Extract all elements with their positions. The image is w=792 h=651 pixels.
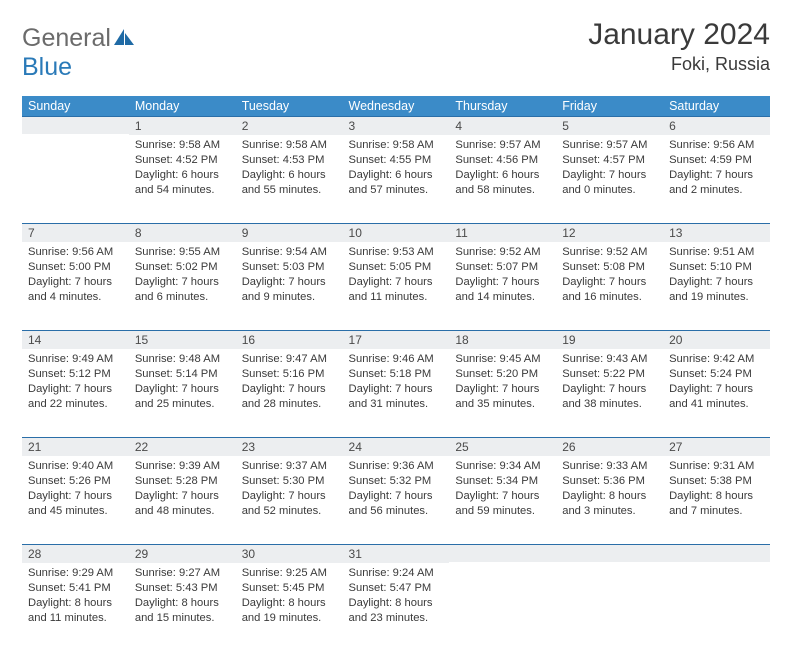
day-cell: Sunrise: 9:58 AMSunset: 4:52 PMDaylight:…	[129, 135, 236, 204]
day-cell: Sunrise: 9:53 AMSunset: 5:05 PMDaylight:…	[343, 242, 450, 311]
day-number: 16	[236, 330, 343, 349]
day-number: 21	[22, 437, 129, 456]
week-number-row: 78910111213	[22, 223, 770, 242]
day-cell: Sunrise: 9:56 AMSunset: 5:00 PMDaylight:…	[22, 242, 129, 311]
day-number: 26	[556, 437, 663, 456]
day-cell: Sunrise: 9:58 AMSunset: 4:53 PMDaylight:…	[236, 135, 343, 204]
empty-day-number	[556, 544, 663, 562]
day-cell: Sunrise: 9:49 AMSunset: 5:12 PMDaylight:…	[22, 349, 129, 418]
day-cell: Sunrise: 9:58 AMSunset: 4:55 PMDaylight:…	[343, 135, 450, 204]
day-header: Saturday	[663, 96, 770, 116]
day-number: 22	[129, 437, 236, 456]
day-number: 7	[22, 223, 129, 242]
day-number: 11	[449, 223, 556, 242]
day-number: 28	[22, 544, 129, 563]
day-number: 4	[449, 116, 556, 135]
day-number: 3	[343, 116, 450, 135]
day-number: 13	[663, 223, 770, 242]
header: GeneralBlue January 2024 Foki, Russia	[22, 18, 770, 82]
week-content-row: Sunrise: 9:58 AMSunset: 4:52 PMDaylight:…	[22, 135, 770, 223]
week-number-row: 21222324252627	[22, 437, 770, 456]
week-content-row: Sunrise: 9:29 AMSunset: 5:41 PMDaylight:…	[22, 563, 770, 651]
logo: GeneralBlue	[22, 18, 137, 82]
page-title: January 2024	[588, 18, 770, 52]
week-content-row: Sunrise: 9:56 AMSunset: 5:00 PMDaylight:…	[22, 242, 770, 330]
day-number: 17	[343, 330, 450, 349]
day-number: 24	[343, 437, 450, 456]
day-cell: Sunrise: 9:36 AMSunset: 5:32 PMDaylight:…	[343, 456, 450, 525]
day-cell: Sunrise: 9:37 AMSunset: 5:30 PMDaylight:…	[236, 456, 343, 525]
day-header: Thursday	[449, 96, 556, 116]
location-label: Foki, Russia	[588, 54, 770, 75]
day-cell: Sunrise: 9:25 AMSunset: 5:45 PMDaylight:…	[236, 563, 343, 632]
day-number: 1	[129, 116, 236, 135]
day-cell: Sunrise: 9:29 AMSunset: 5:41 PMDaylight:…	[22, 563, 129, 632]
day-number: 25	[449, 437, 556, 456]
day-cell: Sunrise: 9:31 AMSunset: 5:38 PMDaylight:…	[663, 456, 770, 525]
day-header: Sunday	[22, 96, 129, 116]
day-cell: Sunrise: 9:55 AMSunset: 5:02 PMDaylight:…	[129, 242, 236, 311]
day-cell: Sunrise: 9:48 AMSunset: 5:14 PMDaylight:…	[129, 349, 236, 418]
day-number: 23	[236, 437, 343, 456]
day-number: 5	[556, 116, 663, 135]
day-header: Tuesday	[236, 96, 343, 116]
logo-text-blue: Blue	[22, 53, 72, 81]
day-cell: Sunrise: 9:56 AMSunset: 4:59 PMDaylight:…	[663, 135, 770, 204]
empty-day-number	[449, 544, 556, 562]
day-number: 18	[449, 330, 556, 349]
day-number: 29	[129, 544, 236, 563]
empty-day-cell	[663, 563, 770, 572]
empty-day-cell	[22, 135, 129, 144]
empty-day-cell	[449, 563, 556, 572]
week-content-row: Sunrise: 9:40 AMSunset: 5:26 PMDaylight:…	[22, 456, 770, 544]
week-number-row: 14151617181920	[22, 330, 770, 349]
day-number: 20	[663, 330, 770, 349]
day-cell: Sunrise: 9:42 AMSunset: 5:24 PMDaylight:…	[663, 349, 770, 418]
day-number: 2	[236, 116, 343, 135]
day-number: 9	[236, 223, 343, 242]
day-number: 12	[556, 223, 663, 242]
day-number: 14	[22, 330, 129, 349]
day-number: 31	[343, 544, 450, 563]
empty-day-number	[22, 116, 129, 134]
empty-day-cell	[556, 563, 663, 572]
day-cell: Sunrise: 9:43 AMSunset: 5:22 PMDaylight:…	[556, 349, 663, 418]
day-number: 10	[343, 223, 450, 242]
day-header: Monday	[129, 96, 236, 116]
week-number-row: 28293031	[22, 544, 770, 563]
day-number: 8	[129, 223, 236, 242]
day-cell: Sunrise: 9:24 AMSunset: 5:47 PMDaylight:…	[343, 563, 450, 632]
day-header: Friday	[556, 96, 663, 116]
logo-sail-icon	[113, 24, 135, 53]
day-number: 6	[663, 116, 770, 135]
day-cell: Sunrise: 9:57 AMSunset: 4:57 PMDaylight:…	[556, 135, 663, 204]
empty-day-number	[663, 544, 770, 562]
day-cell: Sunrise: 9:40 AMSunset: 5:26 PMDaylight:…	[22, 456, 129, 525]
logo-text-gray: General	[22, 24, 111, 52]
day-cell: Sunrise: 9:51 AMSunset: 5:10 PMDaylight:…	[663, 242, 770, 311]
logo-text: GeneralBlue	[22, 24, 137, 82]
day-header: Wednesday	[343, 96, 450, 116]
day-cell: Sunrise: 9:54 AMSunset: 5:03 PMDaylight:…	[236, 242, 343, 311]
day-cell: Sunrise: 9:52 AMSunset: 5:07 PMDaylight:…	[449, 242, 556, 311]
day-cell: Sunrise: 9:39 AMSunset: 5:28 PMDaylight:…	[129, 456, 236, 525]
title-block: January 2024 Foki, Russia	[588, 18, 770, 75]
day-cell: Sunrise: 9:34 AMSunset: 5:34 PMDaylight:…	[449, 456, 556, 525]
day-cell: Sunrise: 9:33 AMSunset: 5:36 PMDaylight:…	[556, 456, 663, 525]
day-header-row: SundayMondayTuesdayWednesdayThursdayFrid…	[22, 96, 770, 116]
day-cell: Sunrise: 9:27 AMSunset: 5:43 PMDaylight:…	[129, 563, 236, 632]
day-cell: Sunrise: 9:45 AMSunset: 5:20 PMDaylight:…	[449, 349, 556, 418]
day-cell: Sunrise: 9:47 AMSunset: 5:16 PMDaylight:…	[236, 349, 343, 418]
day-cell: Sunrise: 9:52 AMSunset: 5:08 PMDaylight:…	[556, 242, 663, 311]
day-number: 19	[556, 330, 663, 349]
day-number: 30	[236, 544, 343, 563]
day-cell: Sunrise: 9:57 AMSunset: 4:56 PMDaylight:…	[449, 135, 556, 204]
week-content-row: Sunrise: 9:49 AMSunset: 5:12 PMDaylight:…	[22, 349, 770, 437]
week-number-row: 123456	[22, 116, 770, 135]
day-cell: Sunrise: 9:46 AMSunset: 5:18 PMDaylight:…	[343, 349, 450, 418]
day-number: 27	[663, 437, 770, 456]
calendar-table: SundayMondayTuesdayWednesdayThursdayFrid…	[22, 96, 770, 651]
day-number: 15	[129, 330, 236, 349]
